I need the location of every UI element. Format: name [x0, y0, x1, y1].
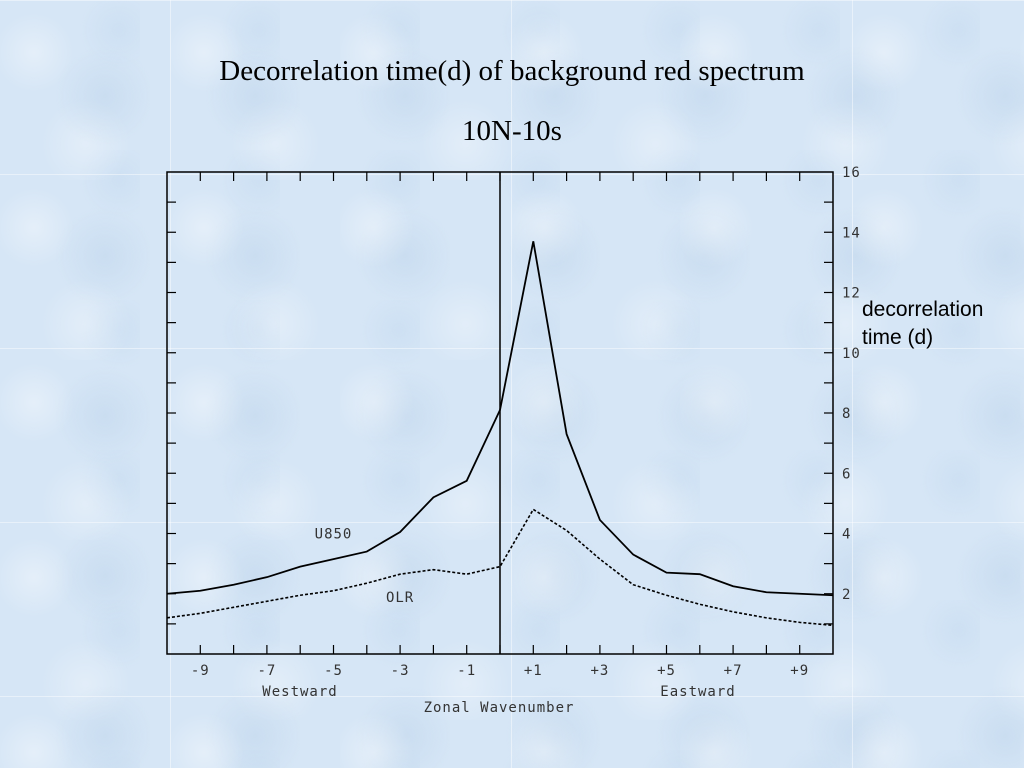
x-axis-westward-label: Westward	[262, 684, 337, 700]
x-tick-label: -9	[191, 663, 210, 679]
y-tick-label: 4	[842, 527, 851, 543]
series-line-u850	[166, 241, 834, 597]
chart-title: Decorrelation time(d) of background red …	[219, 55, 805, 87]
y-tick-label: 6	[842, 466, 851, 482]
x-tick-label: +7	[724, 663, 743, 679]
x-tick-label: +9	[790, 663, 809, 679]
x-axis-eastward-label: Eastward	[660, 684, 735, 700]
series-line-olr	[166, 508, 834, 627]
x-tick-label: +3	[590, 663, 609, 679]
series-label-u850: U850	[315, 527, 353, 543]
axis-ticks: -9 -7 -5 -3 -1 +1 +3 +5 +7 +9 2 4 6 8 10 12 14 16	[167, 165, 861, 679]
x-tick-label: -1	[457, 663, 476, 679]
y-tick-label: 2	[842, 587, 851, 603]
y-axis-title: decorrelation time (d)	[862, 298, 984, 349]
y-tick-label: 8	[842, 406, 851, 422]
x-tick-label: -7	[257, 663, 276, 679]
x-tick-label: -5	[324, 663, 343, 679]
x-tick-label: +1	[524, 663, 543, 679]
x-axis-title: Zonal Wavenumber	[424, 700, 575, 716]
x-tick-label: -3	[391, 663, 410, 679]
y-tick-label: 14	[842, 225, 861, 241]
y-tick-label: 10	[842, 346, 861, 362]
y-tick-label: 12	[842, 286, 861, 302]
series-label-olr: OLR	[386, 590, 414, 606]
series-layer: U850 OLR	[166, 172, 834, 654]
x-tick-label: +5	[657, 663, 676, 679]
y-tick-label: 16	[842, 165, 861, 181]
chart-subtitle: 10N-10s	[462, 115, 562, 147]
